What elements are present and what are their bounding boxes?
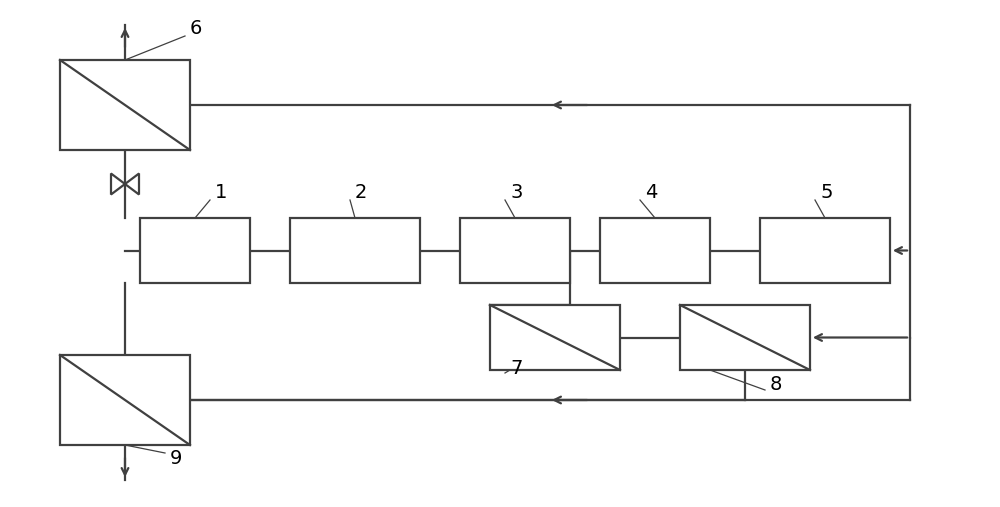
Bar — [680, 305, 810, 370]
Text: 7: 7 — [510, 358, 522, 378]
Bar — [760, 218, 890, 283]
Bar — [60, 355, 190, 445]
Text: 4: 4 — [645, 183, 657, 201]
Bar — [140, 218, 250, 283]
Bar — [60, 60, 190, 150]
Bar — [600, 218, 710, 283]
Bar — [490, 305, 620, 370]
Text: 1: 1 — [215, 183, 227, 201]
Text: 6: 6 — [190, 18, 202, 38]
Text: 3: 3 — [510, 183, 522, 201]
Bar — [290, 218, 420, 283]
Text: 2: 2 — [355, 183, 367, 201]
Text: 8: 8 — [770, 376, 782, 394]
Bar — [460, 218, 570, 283]
Text: 9: 9 — [170, 449, 182, 467]
Text: 5: 5 — [820, 183, 832, 201]
